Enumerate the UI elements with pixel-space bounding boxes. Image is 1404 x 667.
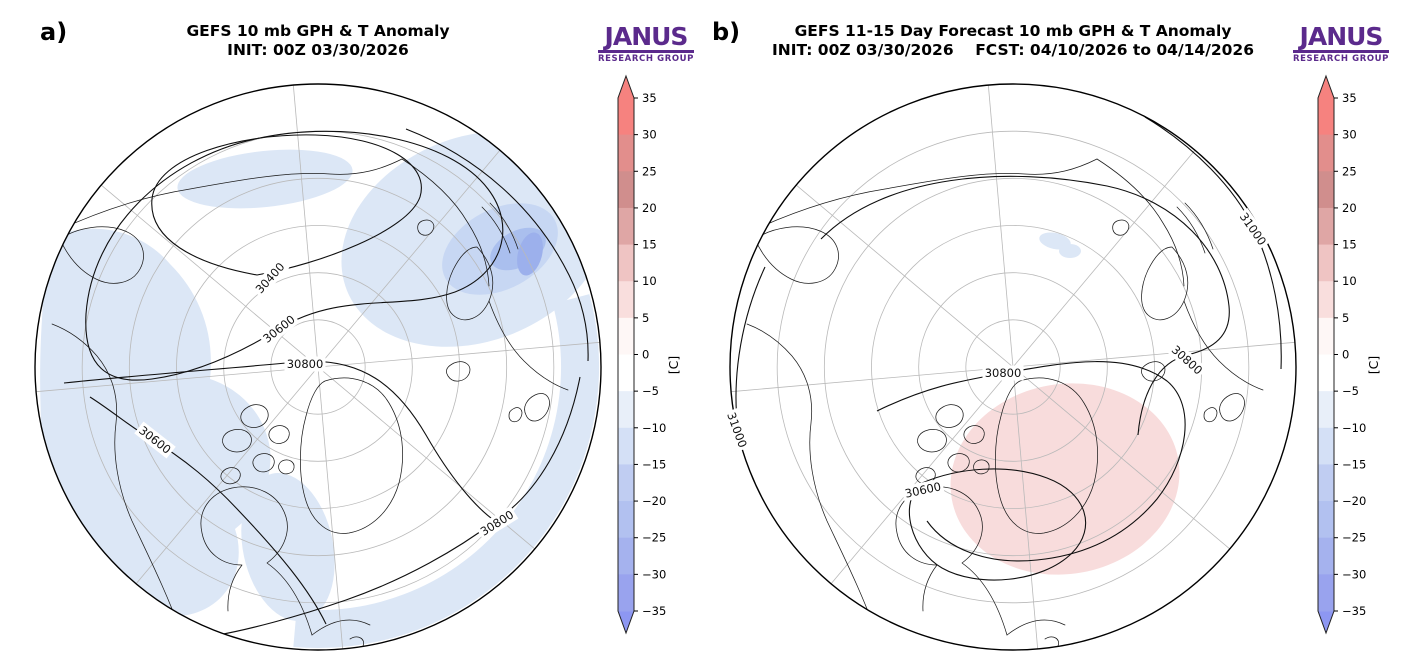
svg-text:30400: 30400 [253,260,288,297]
svg-text:−15: −15 [642,457,666,471]
svg-text:[C]: [C] [1366,356,1381,374]
colorbar-b: 35 30 25 20 15 10 5 0 −5 −10 −15 −20 −25 −30 −35 [C] [1317,74,1381,635]
svg-text:−30: −30 [642,567,666,581]
svg-text:25: 25 [1342,164,1357,178]
panel-b-title: GEFS 11-15 Day Forecast 10 mb GPH & T An… [753,22,1273,60]
map-b-temperature-anomaly-shading [950,232,1180,575]
contour-label-31000: 31000 [722,408,752,452]
svg-text:30: 30 [642,128,657,142]
janus-logo-text: JANUS [1293,24,1389,53]
contour-30400 [151,134,422,276]
svg-text:−5: −5 [1342,384,1359,398]
contour-label-30600: 30600 [258,310,300,348]
svg-text:−30: −30 [1342,567,1366,581]
janus-logo-subtext: RESEARCH GROUP [598,54,694,64]
svg-text:−5: −5 [642,384,659,398]
panel-a-title: GEFS 10 mb GPH & T Anomaly INIT: 00Z 03/… [58,22,578,60]
janus-logo-text: JANUS [598,24,694,53]
colorbar-a: 35 30 25 20 15 10 5 0 −5 −10 −15 −20 −25 −30 −35 [C] [617,74,681,635]
svg-text:−15: −15 [1342,457,1366,471]
janus-logo-b: JANUS RESEARCH GROUP [1293,24,1389,64]
svg-text:10: 10 [642,274,657,288]
map-a-boundary [34,83,602,651]
contour-30600-upper [85,130,504,381]
svg-text:25: 25 [642,164,657,178]
contour-30600-lower [89,396,327,625]
svg-text:30800: 30800 [985,366,1022,380]
svg-text:0: 0 [642,348,649,362]
panel-b-title-line1: GEFS 11-15 Day Forecast 10 mb GPH & T An… [794,22,1232,40]
panel-b-letter: b) [712,18,741,46]
svg-text:5: 5 [642,311,649,325]
map-b-coastlines [734,158,1264,647]
svg-text:15: 15 [1342,238,1357,252]
panel-a-title-line1: GEFS 10 mb GPH & T Anomaly [186,22,450,40]
janus-logo-subtext: RESEARCH GROUP [1293,54,1389,64]
map-b-boundary [729,83,1297,651]
svg-text:30: 30 [1342,128,1357,142]
svg-text:−20: −20 [1342,494,1366,508]
svg-text:[C]: [C] [666,356,681,374]
contour-label-30600: 30600 [901,478,945,502]
svg-text:35: 35 [1342,91,1357,105]
svg-text:35: 35 [642,91,657,105]
svg-text:−20: −20 [642,494,666,508]
panel-b-title-line2: INIT: 00Z 03/30/2026 FCST: 04/10/2026 to… [771,41,1254,59]
contour-31000-left [735,266,851,628]
svg-text:5: 5 [1342,311,1349,325]
svg-text:10: 10 [1342,274,1357,288]
contour-label-30800: 30800 [284,356,326,372]
contour-label-30800: 30800 [982,365,1024,381]
contour-label-31000: 31000 [1235,207,1271,251]
svg-text:30800: 30800 [287,357,324,371]
svg-text:20: 20 [1342,201,1357,215]
contour-30800-inner [63,360,496,522]
contour-30600 [908,468,1087,581]
svg-text:−25: −25 [642,531,666,545]
contour-30800-top [405,128,589,362]
svg-text:−25: −25 [1342,531,1366,545]
panel-a-letter: a) [40,18,68,46]
svg-text:20: 20 [642,201,657,215]
map-a-temperature-anomaly-shading [40,131,601,648]
janus-logo-a: JANUS RESEARCH GROUP [598,24,694,64]
svg-text:−35: −35 [1342,604,1366,618]
map-a-gph-contours [63,128,589,636]
panel-a-title-line2: INIT: 00Z 03/30/2026 [227,41,409,59]
svg-text:−10: −10 [1342,421,1366,435]
contour-30800-upper [820,175,1230,436]
svg-text:15: 15 [642,238,657,252]
svg-text:31000: 31000 [1237,210,1269,248]
svg-text:−10: −10 [642,421,666,435]
svg-text:31000: 31000 [724,410,750,449]
svg-text:−35: −35 [642,604,666,618]
svg-text:0: 0 [1342,348,1349,362]
contour-label-30400: 30400 [250,257,290,299]
